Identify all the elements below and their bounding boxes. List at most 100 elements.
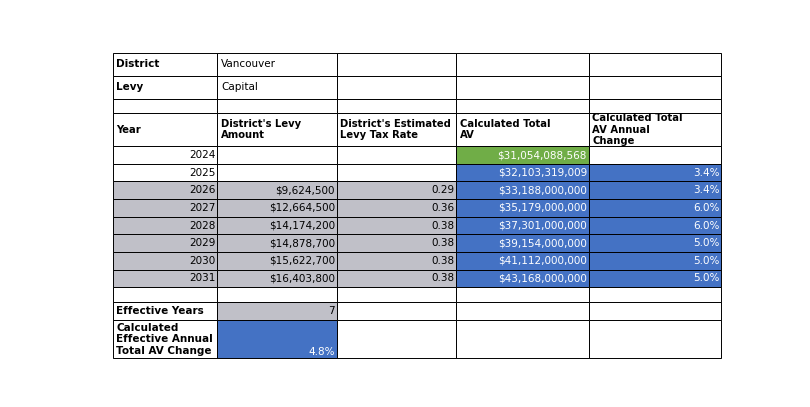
- Bar: [456, 113, 589, 146]
- Text: 6.0%: 6.0%: [693, 221, 719, 230]
- Text: 7: 7: [328, 306, 335, 316]
- Bar: [337, 320, 456, 359]
- Text: $9,624,500: $9,624,500: [275, 185, 335, 195]
- Text: 2028: 2028: [189, 221, 215, 230]
- Bar: [589, 113, 722, 146]
- Text: 2029: 2029: [189, 238, 215, 248]
- Bar: [456, 76, 589, 99]
- Bar: [456, 252, 589, 269]
- Bar: [337, 99, 456, 113]
- Text: 2030: 2030: [190, 256, 215, 266]
- Text: Calculated Total
AV: Calculated Total AV: [459, 119, 550, 140]
- Bar: [337, 199, 456, 217]
- Text: 2026: 2026: [189, 185, 215, 195]
- Text: $12,664,500: $12,664,500: [269, 203, 335, 213]
- Bar: [217, 99, 337, 113]
- Text: Levy: Levy: [116, 82, 143, 92]
- Bar: [217, 234, 337, 252]
- Bar: [217, 217, 337, 234]
- Bar: [589, 252, 722, 269]
- Bar: [217, 76, 337, 99]
- Bar: [589, 302, 722, 320]
- Text: District: District: [116, 59, 160, 69]
- Text: 2031: 2031: [189, 274, 215, 283]
- Text: $32,103,319,009: $32,103,319,009: [497, 168, 587, 177]
- Bar: [337, 76, 456, 99]
- Text: $14,878,700: $14,878,700: [269, 238, 335, 248]
- Bar: [113, 269, 217, 287]
- Bar: [589, 76, 722, 99]
- Bar: [589, 164, 722, 182]
- Bar: [113, 320, 217, 359]
- Bar: [589, 320, 722, 359]
- Text: 0.38: 0.38: [431, 238, 454, 248]
- Bar: [217, 199, 337, 217]
- Text: 2024: 2024: [189, 150, 215, 160]
- Text: $37,301,000,000: $37,301,000,000: [498, 221, 587, 230]
- Bar: [337, 252, 456, 269]
- Bar: [456, 269, 589, 287]
- Text: District's Levy
Amount: District's Levy Amount: [221, 119, 301, 140]
- Bar: [113, 234, 217, 252]
- Text: Calculated Total
AV Annual
Change: Calculated Total AV Annual Change: [592, 113, 683, 146]
- Text: $43,168,000,000: $43,168,000,000: [498, 274, 587, 283]
- Text: $14,174,200: $14,174,200: [269, 221, 335, 230]
- Bar: [456, 146, 589, 164]
- Text: 0.36: 0.36: [431, 203, 454, 213]
- Text: Year: Year: [116, 125, 141, 135]
- Bar: [113, 302, 217, 320]
- Bar: [217, 146, 337, 164]
- Bar: [113, 76, 217, 99]
- Bar: [217, 113, 337, 146]
- Text: Vancouver: Vancouver: [221, 59, 276, 69]
- Text: 6.0%: 6.0%: [693, 203, 719, 213]
- Text: $31,054,088,568: $31,054,088,568: [497, 150, 587, 160]
- Bar: [113, 99, 217, 113]
- Bar: [113, 287, 217, 302]
- Bar: [217, 269, 337, 287]
- Bar: [456, 164, 589, 182]
- Text: 0.38: 0.38: [431, 221, 454, 230]
- Bar: [113, 252, 217, 269]
- Bar: [337, 269, 456, 287]
- Text: $35,179,000,000: $35,179,000,000: [498, 203, 587, 213]
- Bar: [337, 182, 456, 199]
- Text: 2027: 2027: [189, 203, 215, 213]
- Bar: [217, 287, 337, 302]
- Text: 5.0%: 5.0%: [693, 256, 719, 266]
- Bar: [456, 199, 589, 217]
- Bar: [589, 99, 722, 113]
- Text: 4.8%: 4.8%: [309, 347, 335, 357]
- Bar: [217, 252, 337, 269]
- Bar: [217, 320, 337, 359]
- Text: 5.0%: 5.0%: [693, 238, 719, 248]
- Bar: [113, 113, 217, 146]
- Bar: [217, 53, 337, 76]
- Bar: [113, 146, 217, 164]
- Bar: [456, 287, 589, 302]
- Bar: [337, 146, 456, 164]
- Text: $39,154,000,000: $39,154,000,000: [498, 238, 587, 248]
- Bar: [217, 182, 337, 199]
- Text: $33,188,000,000: $33,188,000,000: [498, 185, 587, 195]
- Bar: [589, 199, 722, 217]
- Bar: [456, 217, 589, 234]
- Text: 0.29: 0.29: [431, 185, 454, 195]
- Bar: [337, 287, 456, 302]
- Text: 5.0%: 5.0%: [693, 274, 719, 283]
- Bar: [113, 217, 217, 234]
- Bar: [456, 234, 589, 252]
- Bar: [589, 234, 722, 252]
- Bar: [456, 320, 589, 359]
- Text: Capital: Capital: [221, 82, 258, 92]
- Bar: [456, 302, 589, 320]
- Bar: [456, 99, 589, 113]
- Bar: [589, 269, 722, 287]
- Bar: [337, 234, 456, 252]
- Bar: [337, 53, 456, 76]
- Text: 3.4%: 3.4%: [693, 168, 719, 177]
- Bar: [113, 199, 217, 217]
- Bar: [217, 164, 337, 182]
- Text: $41,112,000,000: $41,112,000,000: [498, 256, 587, 266]
- Bar: [589, 217, 722, 234]
